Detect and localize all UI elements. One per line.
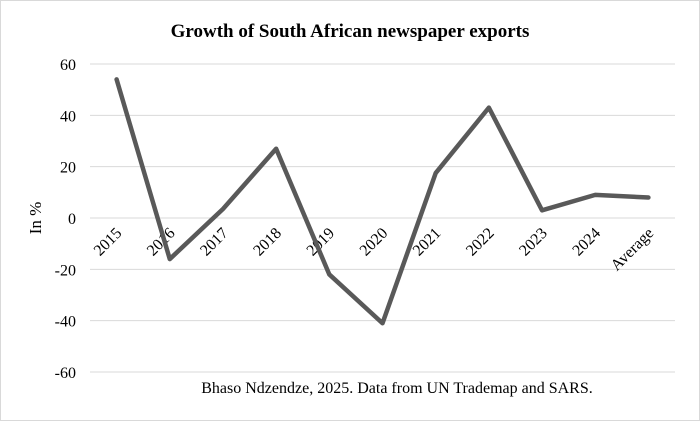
x-tick-label: 2018 [250, 225, 285, 260]
y-tick-label: -60 [55, 365, 76, 382]
y-tick-label: 60 [60, 57, 76, 74]
y-axis-label: In % [26, 202, 45, 235]
y-tick-label: 0 [68, 211, 76, 228]
x-tick-label: 2022 [463, 225, 498, 260]
x-tick-labels: 2015 2016 2017 2018 2019 2020 2021 2022 2023 2024… [91, 225, 657, 274]
y-tick-label: 20 [60, 160, 76, 177]
y-tick-labels: 60 40 20 0 -20 -40 -60 [55, 57, 76, 382]
y-tick-label: -40 [55, 314, 76, 331]
y-tick-label: -20 [55, 262, 76, 279]
source-annotation: Bhaso Ndzendze, 2025. Data from UN Trade… [201, 380, 593, 397]
x-tick-label: 2024 [569, 225, 604, 260]
series-lines [114, 77, 651, 326]
x-tick-label: Average [608, 225, 657, 274]
y-tick-label: 40 [60, 108, 76, 125]
x-tick-label: 2020 [357, 225, 392, 260]
x-tick-label: 2023 [516, 225, 551, 260]
chart-title: Growth of South African newspaper export… [171, 21, 530, 42]
x-tick-label: 2015 [91, 225, 126, 260]
series-line-0 [114, 77, 651, 326]
gridlines [90, 63, 675, 373]
